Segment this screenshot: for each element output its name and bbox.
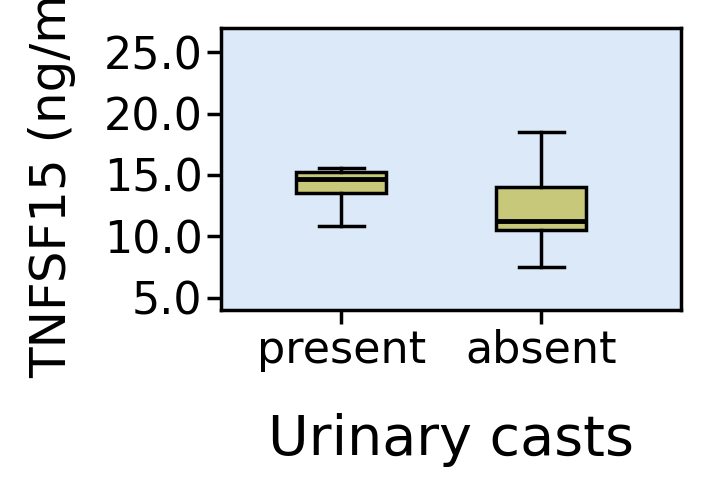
X-axis label: Urinary casts: Urinary casts: [268, 413, 634, 467]
PathPatch shape: [496, 187, 586, 230]
Y-axis label: TNFSF15 (ng/ml): TNFSF15 (ng/ml): [28, 0, 76, 378]
PathPatch shape: [296, 172, 386, 194]
